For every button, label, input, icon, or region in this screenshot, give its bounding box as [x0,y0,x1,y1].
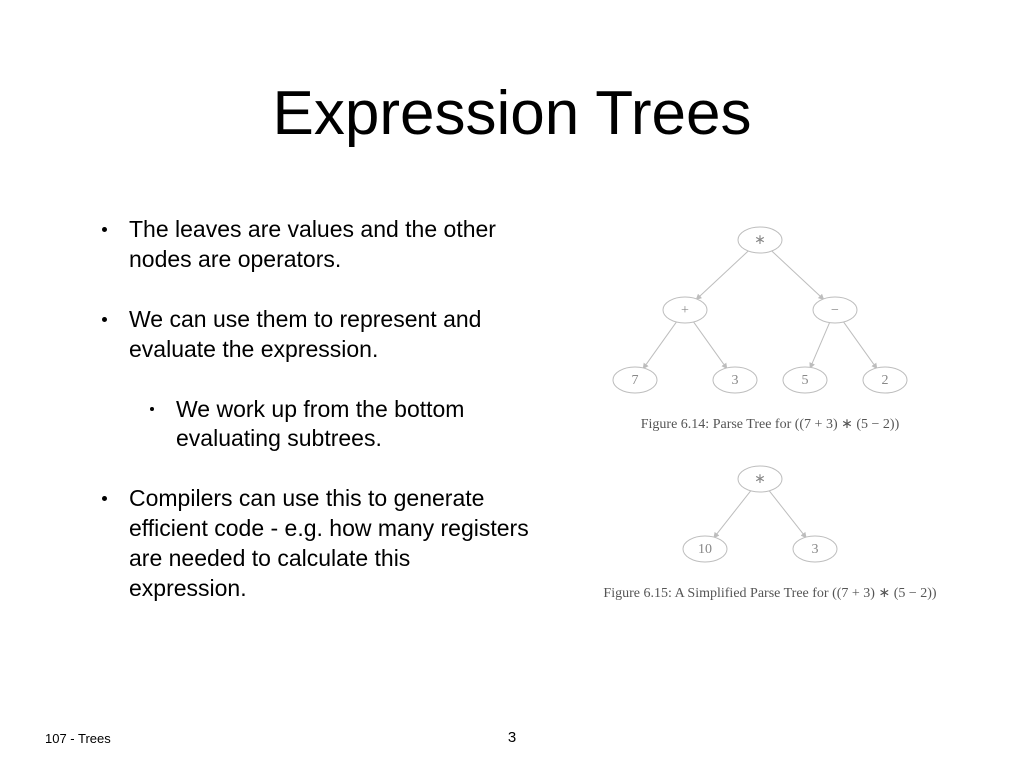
tree-node: − [813,297,857,323]
slide-title: Expression Trees [0,78,1024,149]
tree-edge [772,251,823,299]
sub-bullet-item: We work up from the bottom evaluating su… [150,395,532,455]
tree-node: 10 [683,536,727,562]
figure-caption: Figure 6.14: Parse Tree for ((7 + 3) ∗ (… [555,416,985,433]
figure-tree-1: ∗ + − 7 3 5 2 [555,218,985,408]
bullet-icon [150,407,154,411]
bullet-text: We work up from the bottom evaluating su… [176,395,532,455]
svg-text:3: 3 [732,373,739,388]
tree-node: 2 [863,367,907,393]
bullet-text: We can use them to represent and evaluat… [129,305,532,365]
tree-node: ∗ [738,466,782,492]
tree-node: 3 [793,536,837,562]
tree-edge [769,491,805,537]
tree-edge [694,322,727,368]
tree-edge [810,323,829,368]
figure-column: ∗ + − 7 3 5 2 Figure 6.14: Parse Tree for ((7 … [555,218,985,626]
tree-node: 5 [783,367,827,393]
tree-node: ∗ [738,227,782,253]
svg-text:5: 5 [802,373,809,388]
svg-text:−: − [831,303,839,318]
slide: Expression Trees The leaves are values a… [0,0,1024,768]
tree-node: + [663,297,707,323]
tree-diagram: ∗ + − 7 3 5 2 [555,218,965,408]
tree-node: 7 [613,367,657,393]
svg-text:7: 7 [632,373,639,388]
tree-edge [714,491,750,537]
svg-text:3: 3 [812,542,819,557]
page-number: 3 [0,729,1024,746]
bullet-item: Compilers can use this to generate effic… [102,484,532,604]
tree-edge [644,322,677,368]
bullet-icon [102,496,107,501]
tree-node: 3 [713,367,757,393]
tree-edge [697,251,748,299]
tree-diagram: ∗ 10 3 [555,457,965,577]
bullet-text: The leaves are values and the other node… [129,215,532,275]
bullet-list: The leaves are values and the other node… [102,215,532,634]
bullet-item: We can use them to represent and evaluat… [102,305,532,365]
bullet-text: Compilers can use this to generate effic… [129,484,532,604]
svg-text:∗: ∗ [754,233,766,248]
bullet-icon [102,227,107,232]
svg-text:+: + [681,303,689,318]
svg-text:∗: ∗ [754,472,766,487]
bullet-icon [102,317,107,322]
bullet-item: The leaves are values and the other node… [102,215,532,275]
figure-caption: Figure 6.15: A Simplified Parse Tree for… [555,585,985,602]
svg-text:2: 2 [882,373,889,388]
tree-edge [844,322,877,368]
figure-tree-2: ∗ 10 3 [555,457,985,577]
svg-text:10: 10 [698,542,712,557]
